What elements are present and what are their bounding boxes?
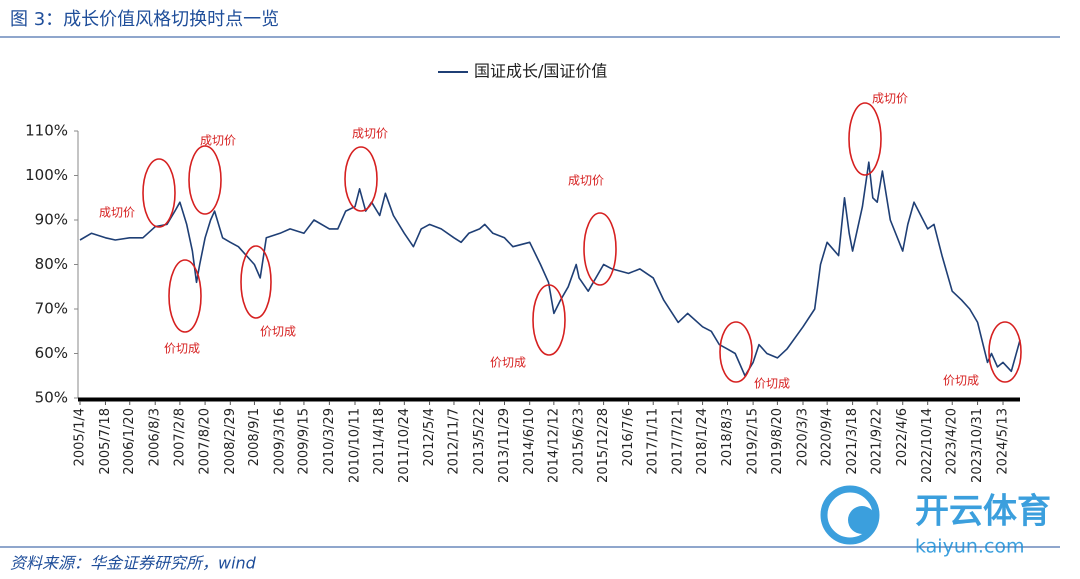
watermark-logo (848, 506, 876, 534)
x-tick-label: 2005/1/4 (73, 408, 88, 466)
x-tick-label: 2017/1/11 (646, 408, 661, 475)
x-tick-label: 2010/10/11 (347, 408, 362, 483)
x-tick-label: 2018/8/3 (720, 408, 735, 466)
x-tick-label: 2011/10/24 (397, 408, 412, 483)
annotation: 成切价 (200, 134, 236, 148)
x-tick-label: 2021/9/22 (870, 408, 885, 475)
y-tick-label: 70% (35, 300, 68, 318)
annotation-ellipse (583, 212, 617, 286)
annotation-ellipse (142, 158, 176, 228)
y-tick-label: 100% (25, 166, 68, 184)
x-tick-label: 2011/4/18 (372, 408, 387, 475)
x-tick-label: 2007/2/8 (172, 408, 187, 466)
annotation: 价切成 (490, 356, 526, 370)
annotation-ellipse (532, 284, 566, 356)
annotation: 价切成 (943, 374, 979, 388)
x-tick-label: 2009/3/16 (273, 408, 288, 475)
x-tick-label: 2008/2/29 (223, 408, 238, 475)
y-tick-label: 110% (25, 122, 68, 140)
data-line (79, 161, 1021, 377)
x-tick-label: 2012/5/4 (422, 408, 437, 466)
x-tick-label: 2008/9/1 (247, 408, 262, 466)
y-tick-label: 60% (35, 344, 68, 362)
annotation: 成切价 (568, 174, 604, 188)
y-tick-label: 90% (35, 211, 68, 229)
x-tick-label: 2022/4/6 (895, 408, 910, 466)
annotation: 成切价 (872, 92, 908, 106)
x-tick-label: 2015/6/23 (572, 408, 587, 475)
annotation: 价切成 (164, 342, 200, 356)
annotation-ellipse (848, 102, 882, 176)
x-tick-label: 2010/3/29 (322, 408, 337, 475)
x-tick-label: 2012/11/7 (446, 408, 461, 475)
x-tick-label: 2014/6/10 (522, 408, 537, 475)
annotation: 价切成 (754, 377, 790, 391)
x-tick-label: 2007/8/20 (198, 408, 213, 475)
annotation-ellipse (988, 321, 1022, 383)
x-tick-label: 2023/4/20 (945, 408, 960, 475)
x-tick-label: 2014/12/12 (546, 408, 561, 483)
watermark-name: 开云体育 (915, 492, 1051, 532)
x-tick-label: 2018/1/24 (695, 408, 710, 475)
x-tick-label: 2009/9/15 (296, 408, 311, 475)
annotation-ellipse (344, 146, 378, 212)
annotation: 成切价 (352, 127, 388, 141)
source-note: 资料来源：华金证券研究所，wind (10, 554, 257, 573)
x-tick-label: 2023/10/31 (970, 408, 985, 483)
legend-label: 国证成长/国证价值 (474, 62, 607, 81)
x-tick-label: 2005/7/18 (98, 408, 113, 475)
x-tick-label: 2016/7/6 (621, 408, 636, 466)
x-tick-label: 2021/3/18 (845, 408, 860, 475)
x-tick-label: 2020/9/4 (820, 408, 835, 466)
watermark-url: kaiyun.com (915, 536, 1025, 558)
x-tick-label: 2020/3/3 (795, 408, 810, 466)
x-tick-label: 2006/8/3 (148, 408, 163, 466)
x-tick-label: 2015/12/28 (596, 408, 611, 483)
x-tick-label: 2013/11/29 (497, 408, 512, 483)
annotation: 成切价 (99, 206, 135, 220)
watermark: 开云体育 kaiyun.com (820, 485, 1051, 558)
watermark-logo (820, 485, 880, 545)
x-tick-label: 2019/2/15 (746, 408, 761, 475)
annotation-ellipse (719, 321, 753, 383)
y-tick-label: 50% (35, 389, 68, 407)
annotation-ellipse (168, 259, 202, 333)
x-tick-label: 2019/8/20 (770, 408, 785, 475)
annotation-ellipse (188, 145, 222, 215)
x-tick-label: 2024/5/13 (996, 408, 1011, 475)
x-tick-label: 2022/10/14 (920, 408, 935, 483)
page-title: 图 3：成长价值风格切换时点一览 (10, 9, 279, 30)
x-tick-label: 2013/5/22 (472, 408, 487, 475)
y-tick-label: 80% (35, 255, 68, 273)
annotation-ellipse (240, 245, 272, 319)
x-tick-label: 2006/1/20 (122, 408, 137, 475)
annotation: 价切成 (260, 325, 296, 339)
x-tick-label: 2017/7/21 (671, 408, 686, 475)
